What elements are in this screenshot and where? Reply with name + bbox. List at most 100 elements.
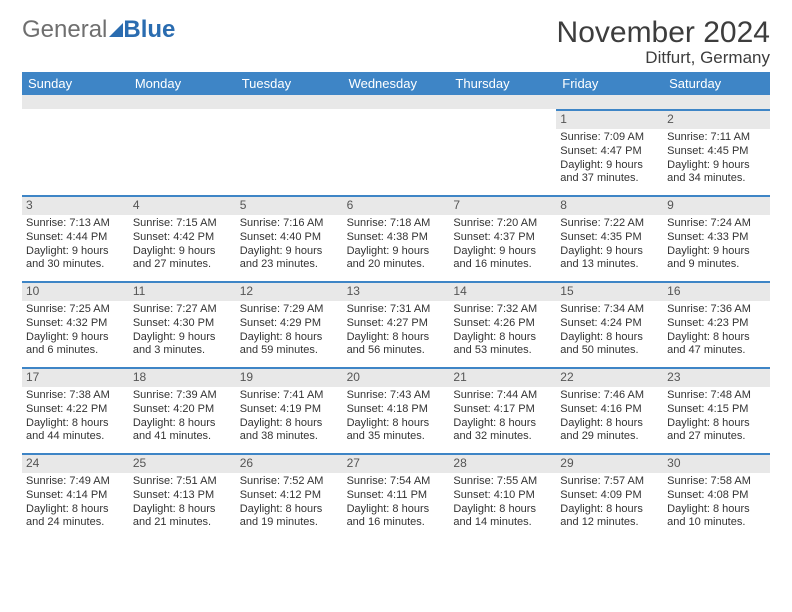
daylight-text: Daylight: 9 hours and 23 minutes. xyxy=(240,245,339,273)
calendar-day: 16Sunrise: 7:36 AMSunset: 4:23 PMDayligh… xyxy=(663,281,770,367)
sunrise-text: Sunrise: 7:34 AM xyxy=(560,303,659,317)
calendar-day: 11Sunrise: 7:27 AMSunset: 4:30 PMDayligh… xyxy=(129,281,236,367)
daylight-text: Daylight: 8 hours and 24 minutes. xyxy=(26,503,125,531)
calendar-day xyxy=(129,109,236,195)
day-body: Sunrise: 7:41 AMSunset: 4:19 PMDaylight:… xyxy=(236,387,343,446)
sunrise-text: Sunrise: 7:58 AM xyxy=(667,475,766,489)
calendar-day: 12Sunrise: 7:29 AMSunset: 4:29 PMDayligh… xyxy=(236,281,343,367)
sunset-text: Sunset: 4:08 PM xyxy=(667,489,766,503)
day-number: 15 xyxy=(556,283,663,301)
day-body: Sunrise: 7:43 AMSunset: 4:18 PMDaylight:… xyxy=(343,387,450,446)
sunset-text: Sunset: 4:13 PM xyxy=(133,489,232,503)
sunrise-text: Sunrise: 7:22 AM xyxy=(560,217,659,231)
spacer-row xyxy=(22,95,770,109)
sunset-text: Sunset: 4:45 PM xyxy=(667,145,766,159)
weekday-header: Sunday Monday Tuesday Wednesday Thursday… xyxy=(22,72,770,95)
calendar-day: 30Sunrise: 7:58 AMSunset: 4:08 PMDayligh… xyxy=(663,453,770,539)
sunrise-text: Sunrise: 7:31 AM xyxy=(347,303,446,317)
sunrise-text: Sunrise: 7:32 AM xyxy=(453,303,552,317)
day-body: Sunrise: 7:22 AMSunset: 4:35 PMDaylight:… xyxy=(556,215,663,274)
calendar-body: 1Sunrise: 7:09 AMSunset: 4:47 PMDaylight… xyxy=(22,109,770,539)
day-number: 25 xyxy=(129,455,236,473)
daylight-text: Daylight: 8 hours and 14 minutes. xyxy=(453,503,552,531)
calendar-day: 2Sunrise: 7:11 AMSunset: 4:45 PMDaylight… xyxy=(663,109,770,195)
day-body: Sunrise: 7:20 AMSunset: 4:37 PMDaylight:… xyxy=(449,215,556,274)
daylight-text: Daylight: 8 hours and 44 minutes. xyxy=(26,417,125,445)
daylight-text: Daylight: 9 hours and 20 minutes. xyxy=(347,245,446,273)
day-body: Sunrise: 7:54 AMSunset: 4:11 PMDaylight:… xyxy=(343,473,450,532)
logo-triangle-icon xyxy=(109,23,123,37)
weekday-friday: Friday xyxy=(556,72,663,95)
calendar-day: 3Sunrise: 7:13 AMSunset: 4:44 PMDaylight… xyxy=(22,195,129,281)
day-body: Sunrise: 7:09 AMSunset: 4:47 PMDaylight:… xyxy=(556,129,663,188)
sunrise-text: Sunrise: 7:43 AM xyxy=(347,389,446,403)
calendar-day: 8Sunrise: 7:22 AMSunset: 4:35 PMDaylight… xyxy=(556,195,663,281)
daylight-text: Daylight: 9 hours and 6 minutes. xyxy=(26,331,125,359)
sunrise-text: Sunrise: 7:20 AM xyxy=(453,217,552,231)
sunset-text: Sunset: 4:23 PM xyxy=(667,317,766,331)
calendar-day: 19Sunrise: 7:41 AMSunset: 4:19 PMDayligh… xyxy=(236,367,343,453)
sunrise-text: Sunrise: 7:39 AM xyxy=(133,389,232,403)
calendar-day: 7Sunrise: 7:20 AMSunset: 4:37 PMDaylight… xyxy=(449,195,556,281)
day-number: 20 xyxy=(343,369,450,387)
calendar-day: 10Sunrise: 7:25 AMSunset: 4:32 PMDayligh… xyxy=(22,281,129,367)
sunset-text: Sunset: 4:19 PM xyxy=(240,403,339,417)
sunrise-text: Sunrise: 7:49 AM xyxy=(26,475,125,489)
sunset-text: Sunset: 4:22 PM xyxy=(26,403,125,417)
day-body: Sunrise: 7:16 AMSunset: 4:40 PMDaylight:… xyxy=(236,215,343,274)
day-number: 18 xyxy=(129,369,236,387)
calendar-day: 24 Sunrise: 7:49 AMSunset: 4:14 PMDayligh… xyxy=(22,453,129,539)
day-number: 3 xyxy=(22,197,129,215)
sunset-text: Sunset: 4:32 PM xyxy=(26,317,125,331)
sunset-text: Sunset: 4:20 PM xyxy=(133,403,232,417)
day-number: 29 xyxy=(556,455,663,473)
calendar-week: 24Sunrise: 7:49 AMSunset: 4:14 PMDayligh… xyxy=(22,453,770,539)
calendar-day xyxy=(343,109,450,195)
sunrise-text: Sunrise: 7:25 AM xyxy=(26,303,125,317)
calendar-day: 9Sunrise: 7:24 AMSunset: 4:33 PMDaylight… xyxy=(663,195,770,281)
sunset-text: Sunset: 4:24 PM xyxy=(560,317,659,331)
daylight-text: Daylight: 8 hours and 56 minutes. xyxy=(347,331,446,359)
sunrise-text: Sunrise: 7:09 AM xyxy=(560,131,659,145)
sunset-text: Sunset: 4:47 PM xyxy=(560,145,659,159)
calendar-page: General Blue November 2024 Ditfurt, Germ… xyxy=(0,0,792,555)
day-body: Sunrise: 7:55 AMSunset: 4:10 PMDaylight:… xyxy=(449,473,556,532)
weekday-saturday: Saturday xyxy=(663,72,770,95)
sunrise-text: Sunrise: 7:46 AM xyxy=(560,389,659,403)
sunrise-text: Sunrise: 7:29 AM xyxy=(240,303,339,317)
day-body: Sunrise: 7:13 AMSunset: 4:44 PMDaylight:… xyxy=(22,215,129,274)
sunset-text: Sunset: 4:38 PM xyxy=(347,231,446,245)
day-body: Sunrise: 7:44 AMSunset: 4:17 PMDaylight:… xyxy=(449,387,556,446)
daylight-text: Daylight: 9 hours and 37 minutes. xyxy=(560,159,659,187)
calendar-day: 29Sunrise: 7:57 AMSunset: 4:09 PMDayligh… xyxy=(556,453,663,539)
sunset-text: Sunset: 4:09 PM xyxy=(560,489,659,503)
sunrise-text: Sunrise: 7:48 AM xyxy=(667,389,766,403)
calendar-day xyxy=(236,109,343,195)
daylight-text: Daylight: 8 hours and 19 minutes. xyxy=(240,503,339,531)
weekday-tuesday: Tuesday xyxy=(236,72,343,95)
calendar-day: 26Sunrise: 7:52 AMSunset: 4:12 PMDayligh… xyxy=(236,453,343,539)
calendar-day: 25Sunrise: 7:51 AMSunset: 4:13 PMDayligh… xyxy=(129,453,236,539)
day-number: 24 xyxy=(22,455,129,473)
day-number: 13 xyxy=(343,283,450,301)
daylight-text: Daylight: 8 hours and 50 minutes. xyxy=(560,331,659,359)
day-number: 4 xyxy=(129,197,236,215)
day-body: Sunrise: 7:31 AMSunset: 4:27 PMDaylight:… xyxy=(343,301,450,360)
day-number: 23 xyxy=(663,369,770,387)
day-body: Sunrise: 7:58 AMSunset: 4:08 PMDaylight:… xyxy=(663,473,770,532)
sunrise-text: Sunrise: 7:11 AM xyxy=(667,131,766,145)
sunrise-text: Sunrise: 7:15 AM xyxy=(133,217,232,231)
page-title: November 2024 xyxy=(557,16,770,50)
sunset-text: Sunset: 4:14 PM xyxy=(26,489,125,503)
daylight-text: Daylight: 8 hours and 59 minutes. xyxy=(240,331,339,359)
daylight-text: Daylight: 9 hours and 34 minutes. xyxy=(667,159,766,187)
sunrise-text: Sunrise: 7:38 AM xyxy=(26,389,125,403)
day-body: Sunrise: 7:15 AMSunset: 4:42 PMDaylight:… xyxy=(129,215,236,274)
daylight-text: Daylight: 8 hours and 41 minutes. xyxy=(133,417,232,445)
day-number: 16 xyxy=(663,283,770,301)
day-body: Sunrise: 7:27 AMSunset: 4:30 PMDaylight:… xyxy=(129,301,236,360)
day-body: Sunrise: 7:48 AMSunset: 4:15 PMDaylight:… xyxy=(663,387,770,446)
calendar-day: 17Sunrise: 7:38 AMSunset: 4:22 PMDayligh… xyxy=(22,367,129,453)
calendar-day xyxy=(449,109,556,195)
daylight-text: Daylight: 9 hours and 16 minutes. xyxy=(453,245,552,273)
